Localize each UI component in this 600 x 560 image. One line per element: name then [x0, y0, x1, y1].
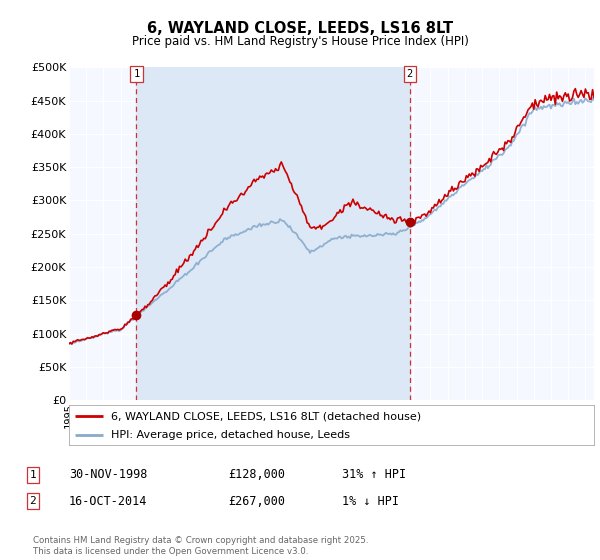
Text: 6, WAYLAND CLOSE, LEEDS, LS16 8LT: 6, WAYLAND CLOSE, LEEDS, LS16 8LT	[147, 21, 453, 36]
Text: 2: 2	[29, 496, 37, 506]
Text: 2: 2	[407, 69, 413, 79]
Text: 1: 1	[133, 69, 140, 79]
Text: Contains HM Land Registry data © Crown copyright and database right 2025.
This d: Contains HM Land Registry data © Crown c…	[33, 536, 368, 556]
Text: £267,000: £267,000	[228, 494, 285, 508]
Text: 6, WAYLAND CLOSE, LEEDS, LS16 8LT (detached house): 6, WAYLAND CLOSE, LEEDS, LS16 8LT (detac…	[111, 411, 421, 421]
Text: 16-OCT-2014: 16-OCT-2014	[69, 494, 148, 508]
Text: HPI: Average price, detached house, Leeds: HPI: Average price, detached house, Leed…	[111, 430, 350, 440]
Text: 30-NOV-1998: 30-NOV-1998	[69, 468, 148, 482]
Text: 1% ↓ HPI: 1% ↓ HPI	[342, 494, 399, 508]
Text: 31% ↑ HPI: 31% ↑ HPI	[342, 468, 406, 482]
Text: Price paid vs. HM Land Registry's House Price Index (HPI): Price paid vs. HM Land Registry's House …	[131, 35, 469, 48]
Text: £128,000: £128,000	[228, 468, 285, 482]
Text: 1: 1	[29, 470, 37, 480]
Bar	[136, 67, 410, 400]
